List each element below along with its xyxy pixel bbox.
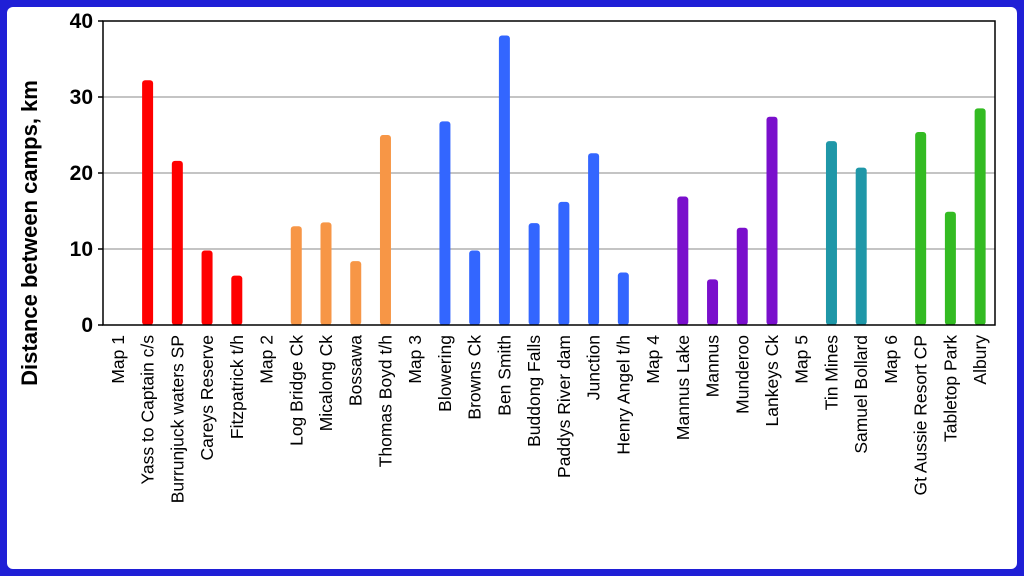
- x-tick-label: Henry Angel t/h: [613, 335, 633, 455]
- x-tick-label: Mannus Lake: [673, 335, 693, 440]
- x-tick-label: Munderoo: [732, 335, 752, 414]
- bar: [201, 250, 213, 325]
- bar: [528, 223, 540, 325]
- x-tick-label: Tabletop Park: [940, 335, 960, 442]
- bar: [707, 279, 719, 325]
- y-tick-label: 0: [81, 314, 93, 337]
- bar: [558, 201, 570, 325]
- y-tick-label: 20: [70, 162, 93, 185]
- y-axis-label: Distance between camps, km: [17, 80, 42, 386]
- y-tick-label: 40: [70, 10, 93, 33]
- bar: [469, 250, 481, 325]
- y-tick-label: 30: [70, 86, 93, 109]
- x-tick-label: Map 5: [792, 335, 812, 384]
- x-tick-label: Tin Mines: [821, 335, 841, 410]
- x-tick-label: Map 1: [108, 335, 128, 384]
- x-tick-label: Map 4: [643, 335, 663, 384]
- x-tick-label: Fitzpatrick t/h: [227, 335, 247, 439]
- x-tick-label: Map 2: [257, 335, 277, 384]
- bar: [915, 131, 927, 325]
- x-tick-label: Map 3: [405, 335, 425, 384]
- x-tick-label: Gt Aussie Resort CP: [911, 335, 931, 495]
- x-tick-label: Albury: [970, 335, 990, 385]
- x-tick-label: Blowering: [435, 335, 455, 412]
- bar: [766, 116, 778, 325]
- x-tick-label: Bossawa: [346, 335, 366, 406]
- x-tick-label: Thomas Boyd t/h: [375, 335, 395, 467]
- y-tick-labels: 0 10 20 30 40: [70, 10, 103, 337]
- x-tick-label: Mannus: [703, 335, 723, 398]
- bar: [944, 211, 956, 325]
- bar: [974, 108, 986, 326]
- chart-frame: 0 10 20 30 40 Map 1 Yass to Captain c/s Burrun…: [7, 7, 1017, 569]
- x-tick-label: Junction: [584, 335, 604, 400]
- bar: [677, 196, 689, 325]
- x-tick-label: Log Bridge Ck: [286, 335, 306, 446]
- bar: [142, 80, 154, 325]
- bar: [379, 135, 391, 325]
- bar: [439, 121, 451, 325]
- bar: [231, 275, 243, 325]
- x-tick-label: Burrunjuck waters SP: [167, 335, 187, 503]
- x-tick-label: Lankeys Ck: [762, 335, 782, 427]
- bar: [320, 222, 332, 325]
- bar-chart: 0 10 20 30 40 Map 1 Yass to Captain c/s Burrun…: [17, 10, 996, 504]
- bar: [290, 226, 302, 325]
- x-tick-label: Map 6: [881, 335, 901, 384]
- x-tick-label: Micalong Ck: [316, 335, 336, 432]
- bar: [588, 153, 600, 325]
- bar: [825, 141, 837, 325]
- bar: [617, 272, 629, 325]
- y-tick-label: 10: [70, 238, 93, 261]
- x-tick-label: Browns Ck: [465, 335, 485, 420]
- x-tick-labels: Map 1 Yass to Captain c/s Burrunjuck water…: [108, 335, 990, 504]
- bar: [855, 167, 867, 325]
- x-tick-label: Yass to Captain c/s: [138, 335, 158, 485]
- bars: [142, 35, 986, 326]
- bar: [498, 35, 510, 325]
- x-tick-label: Careys Reserve: [197, 335, 217, 460]
- bar: [350, 261, 362, 325]
- x-tick-label: Buddong Falls: [524, 335, 544, 447]
- x-tick-label: Ben Smith: [494, 335, 514, 416]
- x-tick-label: Paddys River dam: [554, 335, 574, 478]
- bar: [171, 160, 183, 325]
- bar: [736, 227, 748, 325]
- x-tick-label: Samuel Bollard: [851, 335, 871, 454]
